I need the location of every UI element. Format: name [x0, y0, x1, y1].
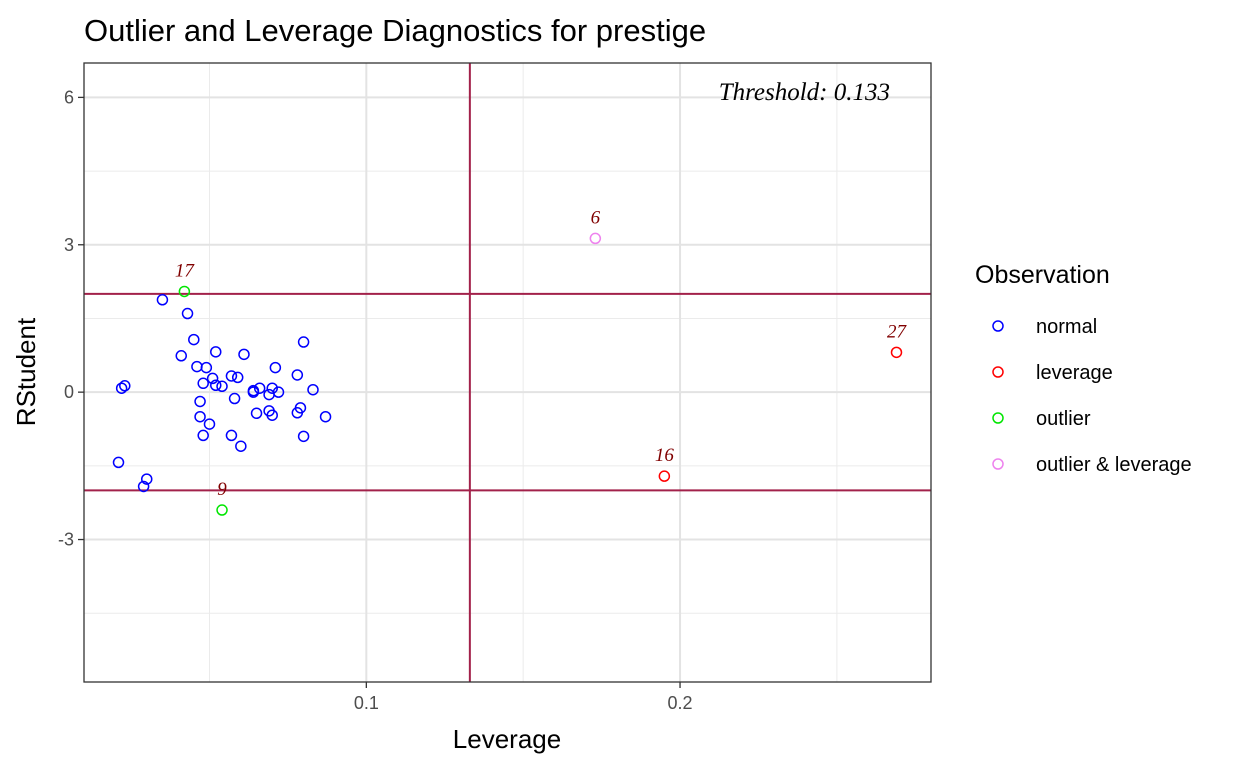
- point-label: 6: [591, 207, 601, 228]
- point-normal: [235, 440, 247, 452]
- point-normal: [140, 473, 153, 485]
- legend-label: outlier & leverage: [1036, 454, 1192, 476]
- point-normal: [194, 410, 206, 423]
- point-normal: [291, 369, 304, 381]
- plot-background: [84, 63, 931, 682]
- point-normal: [228, 392, 241, 405]
- legend-label: normal: [1036, 316, 1097, 338]
- point-normal: [250, 407, 263, 420]
- point-normal: [197, 377, 209, 390]
- point-normal: [266, 409, 278, 421]
- point-normal: [225, 429, 238, 442]
- point-normal: [175, 350, 187, 362]
- point-leverage: [658, 470, 671, 482]
- legend-key: [992, 412, 1004, 424]
- plot-panel: [84, 63, 931, 682]
- point-normal: [297, 430, 310, 443]
- point-normal: [225, 370, 238, 382]
- point-normal: [119, 380, 131, 392]
- plot-border: [83, 62, 932, 683]
- point-normal: [247, 386, 260, 398]
- point-normal: [210, 346, 222, 358]
- point-label: 27: [887, 321, 908, 342]
- point-normal: [294, 402, 307, 414]
- x-tick-label: 0.1: [354, 693, 379, 713]
- point-normal: [307, 383, 319, 396]
- point-normal: [200, 361, 213, 374]
- legend-key: [992, 366, 1004, 378]
- point-normal: [269, 361, 282, 374]
- point-label: 17: [175, 260, 196, 281]
- point-normal: [156, 294, 169, 306]
- data-points: [112, 232, 903, 516]
- point-normal: [188, 333, 200, 346]
- x-axis-title: Leverage: [453, 724, 561, 754]
- point-normal: [137, 480, 150, 493]
- point-normal: [266, 382, 278, 394]
- point-label: 16: [655, 445, 675, 466]
- point-normal: [210, 379, 222, 392]
- x-tick-label: 0.2: [668, 693, 693, 713]
- point-labels: 16 27 17 9 6: [175, 207, 908, 500]
- legend: Observation normal leverage outlier outlier…: [975, 261, 1192, 476]
- point-normal: [272, 386, 285, 398]
- point-outlier: [178, 285, 191, 298]
- point-normal: [194, 395, 206, 408]
- legend-label: outlier: [1036, 408, 1091, 430]
- grid-lines: [84, 63, 931, 682]
- y-tick-label: 3: [64, 235, 74, 255]
- point-normal: [231, 371, 244, 384]
- legend-title: Observation: [975, 261, 1110, 289]
- chart-title: Outlier and Leverage Diagnostics for pre…: [84, 13, 706, 48]
- legend-key: [992, 458, 1004, 470]
- point-normal: [115, 382, 128, 394]
- point-outlier: [216, 504, 228, 516]
- point-outlier-leverage: [589, 232, 602, 245]
- threshold-annotation: Threshold: 0.133: [719, 79, 890, 106]
- y-tick-label: 6: [64, 87, 74, 107]
- threshold-lines: [84, 63, 931, 682]
- legend-label: leverage: [1036, 362, 1113, 384]
- y-tick-label: -3: [58, 530, 74, 550]
- point-normal: [112, 456, 125, 469]
- point-normal: [297, 336, 310, 348]
- point-normal: [197, 429, 209, 442]
- point-normal: [203, 418, 216, 430]
- legend-key: [992, 320, 1004, 332]
- point-leverage: [890, 346, 903, 359]
- y-axis-title: RStudent: [11, 317, 41, 426]
- point-normal: [206, 372, 219, 385]
- point-normal: [216, 380, 228, 393]
- point-label: 9: [217, 479, 227, 500]
- point-normal: [253, 382, 266, 394]
- point-normal: [181, 307, 194, 320]
- y-tick-label: 0: [64, 382, 74, 402]
- axes: 0.1 0.2 -3 0 3 6: [58, 62, 932, 713]
- point-normal: [319, 410, 332, 423]
- point-normal: [238, 348, 250, 361]
